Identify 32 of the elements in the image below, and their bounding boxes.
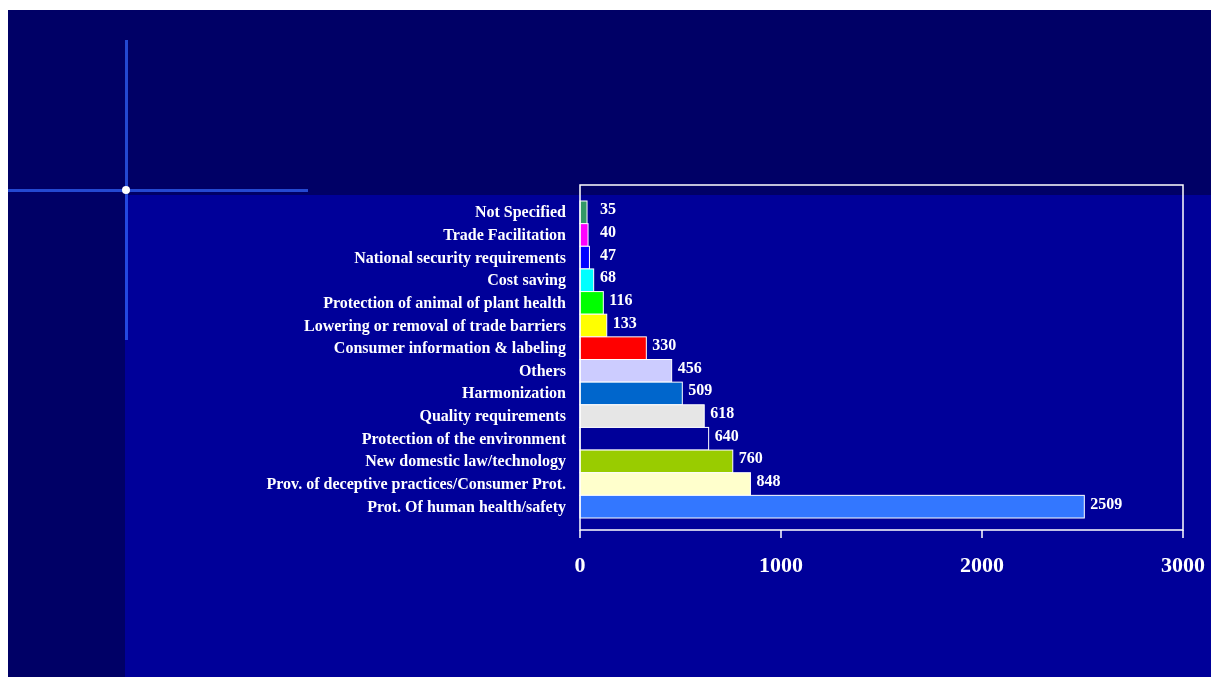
- y-tick-label: Protection of the environment: [361, 429, 567, 447]
- y-tick-label: Consumer information & labeling: [333, 339, 566, 358]
- y-tick-label: National security requirements: [354, 248, 566, 267]
- y-tick-label: Cost saving: [487, 271, 566, 290]
- data-label: 133: [612, 313, 637, 331]
- x-tick-label: 2000: [960, 552, 1004, 577]
- data-label: 640: [714, 426, 739, 444]
- data-label: 116: [609, 290, 633, 308]
- y-tick-label: Prov. of deceptive practices/Consumer Prot.: [266, 475, 566, 494]
- data-label: 2509: [1090, 494, 1123, 512]
- y-tick-label: Quality requirements: [419, 407, 566, 426]
- data-label: 35: [600, 200, 616, 218]
- y-tick-label: Protection of animal of plant health: [323, 293, 567, 312]
- y-tick-label: Harmonization: [462, 384, 567, 402]
- data-label: 68: [600, 268, 616, 286]
- data-label: 848: [756, 472, 781, 490]
- y-tick-label: Trade Facilitation: [443, 225, 567, 243]
- data-label: 47: [600, 245, 616, 263]
- data-label: 40: [600, 222, 616, 240]
- data-label: 509: [688, 381, 713, 399]
- y-tick-label: Prot. Of human health/safety: [367, 497, 566, 516]
- y-tick-label: Not Specified: [474, 203, 567, 222]
- x-tick-label: 0: [574, 552, 586, 577]
- y-tick-label: Lowering or removal of trade barriers: [303, 316, 566, 335]
- x-tick-label: 1000: [759, 552, 803, 577]
- data-label: 760: [738, 449, 763, 467]
- y-tick-label: New domestic law/technology: [365, 452, 566, 471]
- data-label: 330: [652, 336, 677, 354]
- data-label: 456: [677, 358, 702, 376]
- x-tick-label: 3000: [1161, 552, 1205, 577]
- y-tick-label: Others: [518, 361, 566, 379]
- data-label: 618: [710, 404, 735, 422]
